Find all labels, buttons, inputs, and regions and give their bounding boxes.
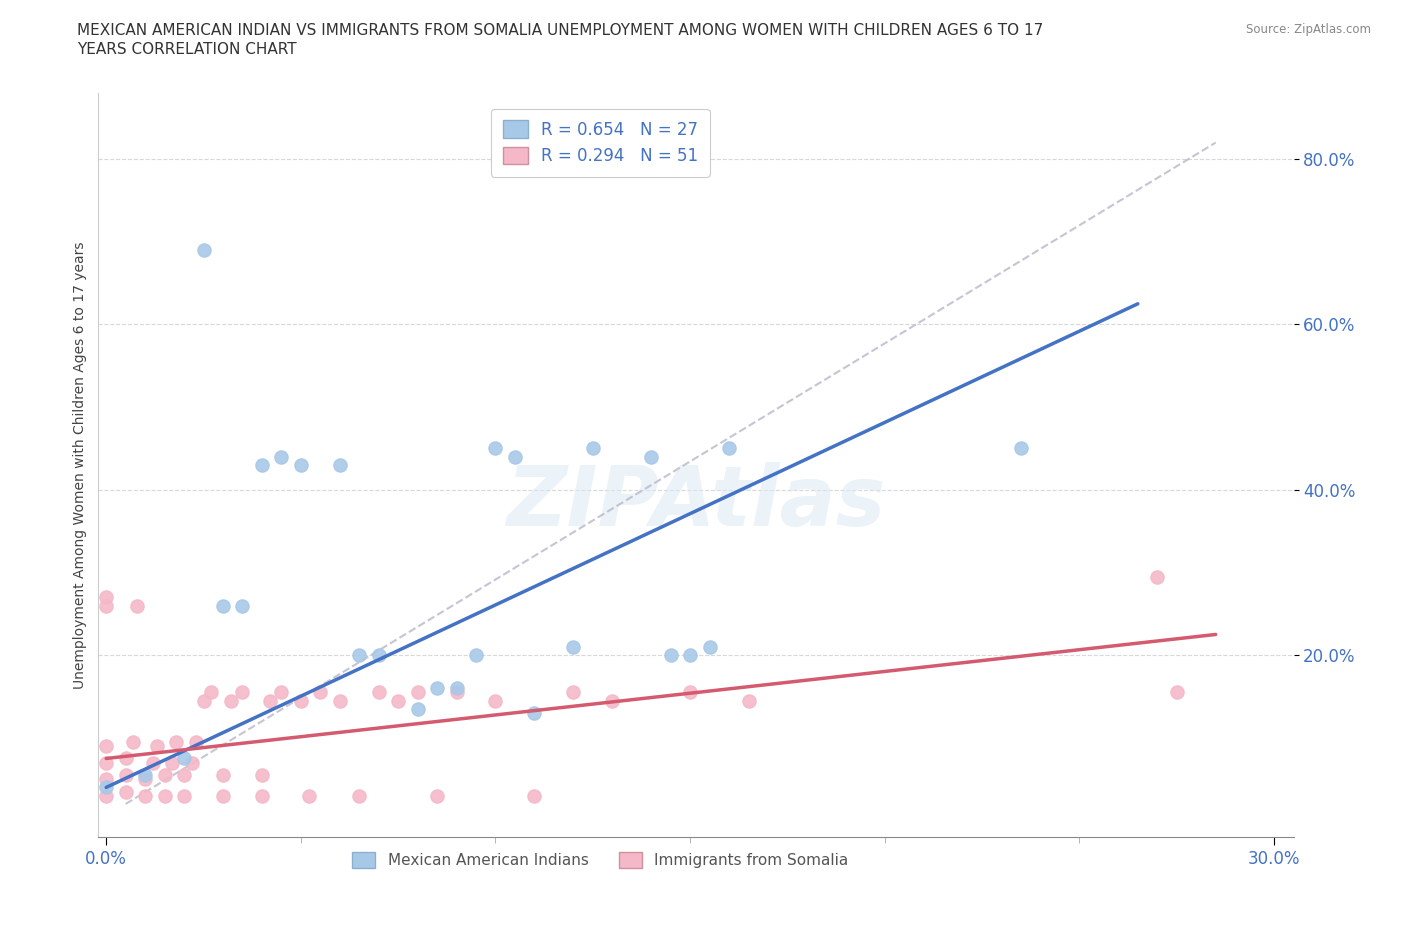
Point [162, 755, 184, 770]
Point [193, 243, 215, 258]
Point [180, 755, 202, 770]
Point [446, 681, 468, 696]
Point [484, 693, 506, 708]
Point [367, 647, 389, 662]
Point [142, 755, 165, 770]
Point [114, 784, 136, 799]
Point [219, 693, 242, 708]
Point [349, 647, 371, 662]
Point [1166, 684, 1188, 699]
Point [426, 681, 449, 696]
Point [153, 789, 176, 804]
Point [212, 767, 235, 782]
Point [659, 647, 682, 662]
Point [212, 789, 235, 804]
Point [96, 789, 118, 804]
Point [96, 598, 118, 613]
Point [231, 598, 253, 613]
Text: YEARS CORRELATION CHART: YEARS CORRELATION CHART [77, 42, 297, 57]
Point [640, 449, 662, 464]
Legend: Mexican American Indians, Immigrants from Somalia: Mexican American Indians, Immigrants fro… [346, 845, 855, 874]
Point [173, 789, 195, 804]
Point [426, 789, 449, 804]
Point [484, 441, 506, 456]
Point [173, 767, 195, 782]
Text: Source: ZipAtlas.com: Source: ZipAtlas.com [1246, 23, 1371, 36]
Point [96, 780, 118, 795]
Point [737, 693, 759, 708]
Point [349, 789, 371, 804]
Point [446, 684, 468, 699]
Point [270, 449, 292, 464]
Point [165, 735, 187, 750]
Point [114, 767, 136, 782]
Point [1146, 569, 1168, 584]
Point [718, 441, 741, 456]
Point [309, 684, 332, 699]
Point [134, 772, 156, 787]
Point [96, 738, 118, 753]
Point [250, 789, 273, 804]
Point [153, 767, 176, 782]
Point [270, 684, 292, 699]
Point [523, 789, 546, 804]
Point [134, 767, 156, 782]
Point [298, 789, 321, 804]
Point [184, 735, 207, 750]
Point [173, 751, 195, 766]
Point [329, 458, 352, 472]
Point [1010, 441, 1032, 456]
Point [212, 598, 235, 613]
Point [290, 693, 312, 708]
Point [679, 684, 702, 699]
Point [114, 751, 136, 766]
Point [503, 449, 526, 464]
Point [127, 598, 149, 613]
Point [259, 693, 281, 708]
Point [679, 647, 702, 662]
Point [523, 706, 546, 721]
Text: MEXICAN AMERICAN INDIAN VS IMMIGRANTS FROM SOMALIA UNEMPLOYMENT AMONG WOMEN WITH: MEXICAN AMERICAN INDIAN VS IMMIGRANTS FR… [77, 23, 1043, 38]
Point [562, 684, 585, 699]
Point [406, 701, 429, 716]
Point [231, 684, 253, 699]
Point [600, 693, 623, 708]
Point [329, 693, 352, 708]
Point [699, 640, 721, 655]
Point [367, 684, 389, 699]
Point [406, 684, 429, 699]
Point [122, 735, 145, 750]
Y-axis label: Unemployment Among Women with Children Ages 6 to 17 years: Unemployment Among Women with Children A… [73, 241, 87, 689]
Point [96, 590, 118, 604]
Point [582, 441, 605, 456]
Point [146, 738, 169, 753]
Text: ZIPAtlas: ZIPAtlas [506, 461, 886, 543]
Point [387, 693, 409, 708]
Point [134, 789, 156, 804]
Point [290, 458, 312, 472]
Point [465, 647, 488, 662]
Point [250, 767, 273, 782]
Point [193, 693, 215, 708]
Point [96, 755, 118, 770]
Point [200, 684, 222, 699]
Point [562, 640, 585, 655]
Point [250, 458, 273, 472]
Point [96, 772, 118, 787]
